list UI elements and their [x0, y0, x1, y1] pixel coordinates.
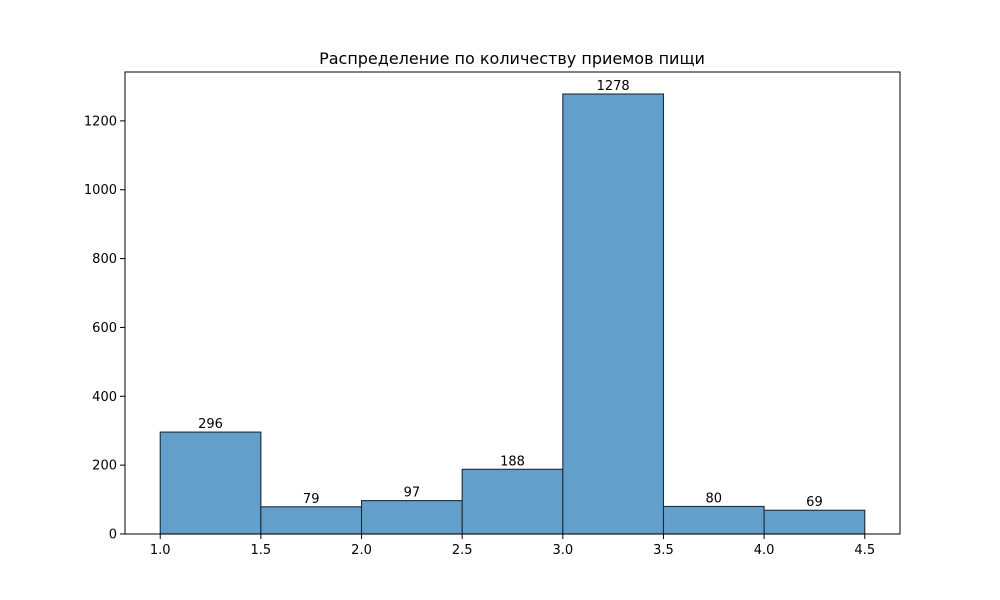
data-label-5: 80 [706, 491, 723, 506]
data-label-1: 79 [303, 492, 320, 507]
bar-5 [662, 505, 765, 535]
data-labels-group: 296 79 97 188 1278 80 69 [198, 79, 823, 510]
bar-1 [260, 506, 363, 535]
bar-0 [159, 431, 262, 535]
y-tick-label-0: 0 [109, 528, 117, 543]
x-tick-label-0: 1.0 [150, 543, 171, 558]
y-tick-label-3: 600 [92, 321, 117, 336]
x-tick-label-6: 4.0 [754, 543, 775, 558]
x-tick-label-2: 2.0 [351, 543, 372, 558]
plot-area-frame [124, 71, 901, 535]
data-label-4: 1278 [597, 79, 630, 94]
y-tick-label-6: 1200 [84, 114, 117, 129]
y-tick-label-5: 1000 [84, 183, 117, 198]
bar-6 [763, 509, 866, 535]
bars-group [159, 93, 866, 535]
y-tick-label-1: 200 [92, 459, 117, 474]
data-label-0: 296 [198, 417, 223, 432]
x-tick-label-3: 2.5 [452, 543, 473, 558]
x-axis: 1.0 1.5 2.0 2.5 3.0 3.5 4.0 4.5 [150, 534, 875, 558]
x-tick-label-7: 4.5 [854, 543, 875, 558]
y-tick-label-4: 800 [92, 252, 117, 267]
bar-3 [461, 468, 564, 535]
y-tick-label-2: 400 [92, 390, 117, 405]
bar-2 [360, 500, 463, 535]
x-tick-label-5: 3.5 [653, 543, 674, 558]
bar-4 [562, 93, 665, 535]
chart-title: Распределение по количеству приемов пищи [319, 49, 705, 68]
data-label-2: 97 [404, 486, 421, 501]
data-label-6: 69 [806, 495, 823, 510]
x-tick-label-1: 1.5 [251, 543, 272, 558]
y-axis: 0 200 400 600 800 1000 1200 [84, 114, 125, 543]
data-label-3: 188 [500, 454, 525, 469]
x-tick-label-4: 3.0 [552, 543, 573, 558]
